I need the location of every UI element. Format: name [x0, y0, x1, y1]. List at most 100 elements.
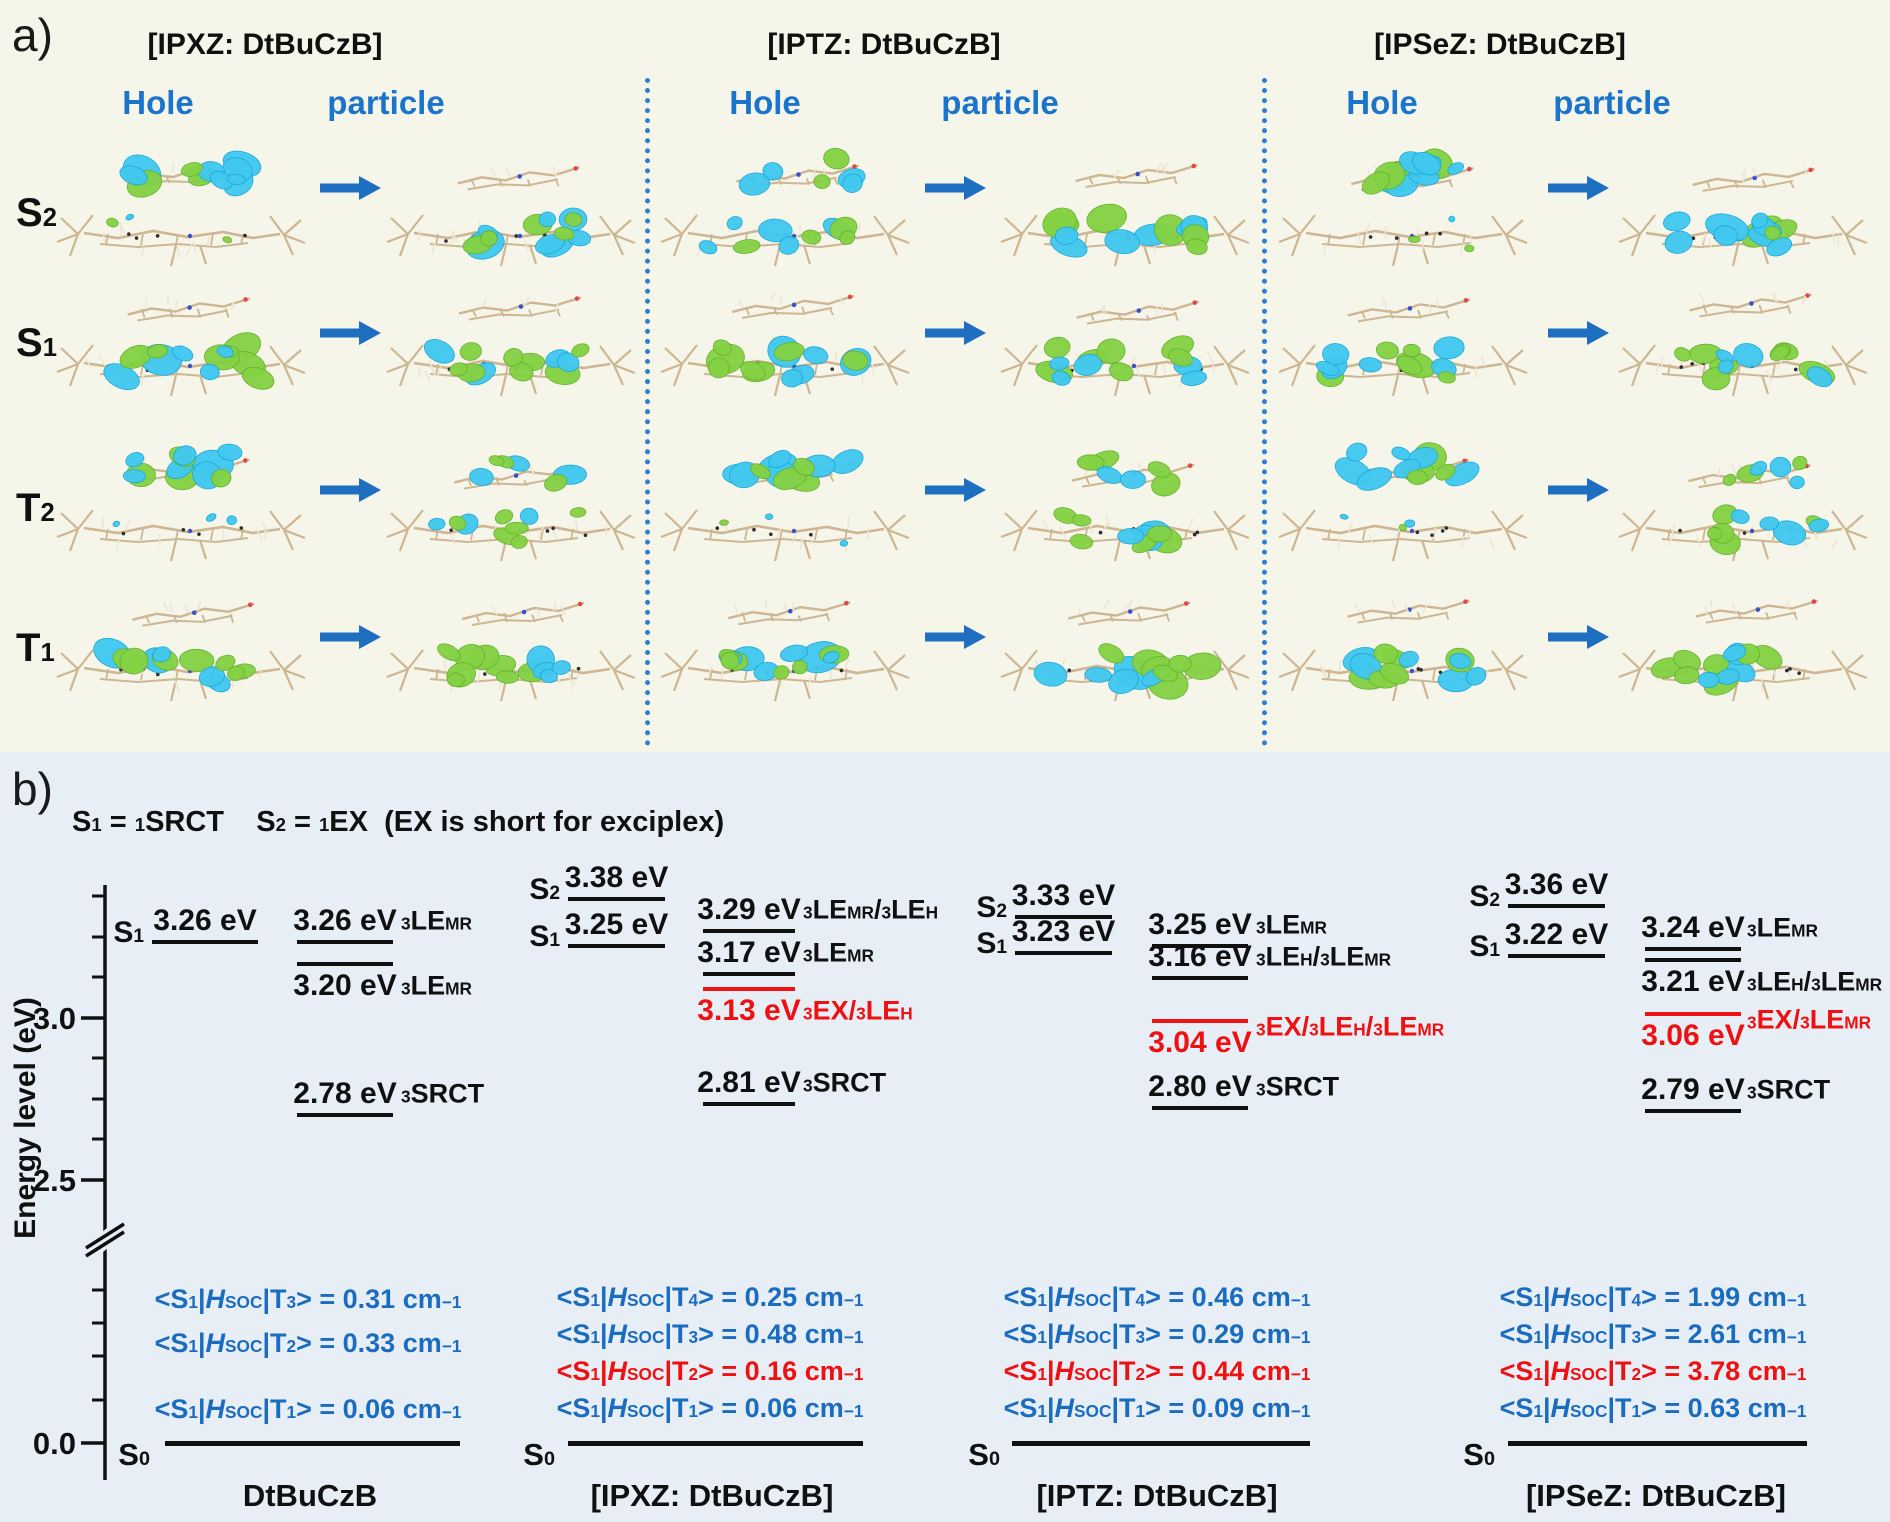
triplet-level-label: 3LEMR [401, 905, 472, 936]
transition-arrow-icon [1546, 175, 1610, 201]
triplet-level-label: 3LEH/3LEMR [1256, 941, 1392, 972]
soc-matrix-element: <S1|HSOC|T4> = 1.99 cm−1 [1499, 1282, 1807, 1312]
row-label-t2: T2 [16, 486, 55, 530]
orbital-image-s2-group3-particle [1610, 135, 1874, 290]
orbital-image-t1-group1-particle [378, 570, 642, 725]
orbital-image-s1-group3-hole [1270, 265, 1534, 420]
orbital-image-t2-group3-particle [1610, 430, 1874, 585]
orbital-image-t2-group1-hole [48, 430, 312, 585]
transition-arrow-icon [923, 477, 987, 503]
column-name-3: [IPTZ: DtBuCzB] [1036, 1478, 1278, 1513]
ground-state-label: S0 [118, 1437, 150, 1472]
singlet-level-line-S2 [1015, 915, 1112, 919]
orbital-image-t2-group3-hole [1270, 430, 1534, 585]
transition-arrow-icon [318, 175, 382, 201]
soc-matrix-element: <S1|HSOC|T2> = 0.44 cm−1 [1003, 1356, 1311, 1386]
ground-state-line [1012, 1441, 1310, 1446]
triplet-level-line [1152, 976, 1248, 980]
transition-arrow-icon [318, 477, 382, 503]
transition-arrow-icon [1546, 624, 1610, 650]
transition-arrow-icon [923, 624, 987, 650]
transition-arrow-icon [318, 624, 382, 650]
triplet-level-line [297, 1113, 393, 1117]
hole-column-label-1: Hole [122, 84, 194, 121]
singlet-level-line-S1 [568, 944, 665, 948]
singlet-level-value: 3.22 eV [1504, 918, 1609, 951]
triplet-level-line [1152, 1106, 1248, 1110]
triplet-level-label: 3LEMR [1747, 912, 1818, 943]
triplet-level-line [703, 929, 795, 933]
transition-arrow-icon [1546, 477, 1610, 503]
ground-state-label: S0 [1463, 1437, 1495, 1472]
orbital-image-t2-group2-particle [992, 430, 1256, 585]
singlet-level-line-S2 [568, 897, 665, 901]
group-divider-dotted-line [1262, 78, 1267, 746]
group-title-3: [IPSeZ: DtBuCzB] [1374, 28, 1626, 61]
triplet-level-line [1645, 947, 1741, 951]
triplet-level-label: 3SRCT [401, 1078, 485, 1109]
soc-matrix-element: <S1|HSOC|T4> = 0.25 cm−1 [556, 1282, 864, 1312]
y-tick-label-3.0: 3.0 [32, 1001, 76, 1036]
particle-column-label-2: particle [941, 84, 1059, 121]
triplet-level-line [703, 987, 795, 991]
triplet-level-label: 3LEMR [803, 937, 874, 968]
soc-matrix-element: <S1|HSOC|T1> = 0.06 cm−1 [154, 1394, 462, 1424]
orbital-image-t1-group1-hole [48, 570, 312, 725]
column-name-1: DtBuCzB [242, 1478, 378, 1513]
orbital-image-s1-group1-particle [378, 265, 642, 420]
column-name-4: [IPSeZ: DtBuCzB] [1525, 1478, 1787, 1513]
singlet-state-label: S2 [1469, 880, 1500, 913]
orbital-image-s1-group1-hole [48, 265, 312, 420]
ground-state-line [1508, 1441, 1807, 1446]
soc-matrix-element: <S1|HSOC|T1> = 0.09 cm−1 [1003, 1393, 1311, 1423]
orbital-image-s2-group1-particle [378, 135, 642, 290]
singlet-level-value: 3.33 eV [1011, 879, 1116, 912]
ground-state-label: S0 [968, 1437, 1000, 1472]
y-tick-label-0.0: 0.0 [32, 1426, 76, 1461]
orbital-image-t2-group2-hole [652, 430, 916, 585]
orbital-image-s1-group2-hole [652, 265, 916, 420]
triplet-level-label: 3EX/3LEH [803, 995, 913, 1026]
orbital-image-t2-group1-particle [378, 430, 642, 585]
soc-matrix-element: <S1|HSOC|T3> = 0.48 cm−1 [556, 1319, 864, 1349]
group-divider-dotted-line [645, 78, 650, 746]
ground-state-line [165, 1441, 460, 1446]
soc-matrix-element: <S1|HSOC|T4> = 0.46 cm−1 [1003, 1282, 1311, 1312]
transition-arrow-icon [318, 320, 382, 346]
triplet-level-value: 2.80 eV [1148, 1070, 1252, 1103]
singlet-level-line-S2 [1508, 904, 1605, 908]
hole-column-label-2: Hole [729, 84, 801, 121]
panel-a-background [0, 0, 1890, 752]
singlet-level-line-S1 [1015, 951, 1112, 955]
soc-matrix-element: <S1|HSOC|T2> = 0.16 cm−1 [556, 1356, 864, 1386]
panel-b-background [0, 752, 1890, 1522]
group-title-1: [IPXZ: DtBuCzB] [147, 28, 383, 61]
singlet-level-line-S1 [152, 940, 258, 944]
transition-arrow-icon [923, 320, 987, 346]
triplet-level-label: 3LEH/3LEMR [1747, 966, 1883, 997]
singlet-level-value: 3.36 eV [1504, 868, 1609, 901]
triplet-level-value: 3.17 eV [697, 936, 801, 969]
triplet-level-label: 3LEMR/3LEH [803, 894, 939, 925]
triplet-level-line [1645, 958, 1741, 962]
orbital-image-s2-group2-particle [992, 135, 1256, 290]
triplet-level-label: 3SRCT [1747, 1074, 1831, 1105]
triplet-level-line [297, 962, 393, 966]
soc-matrix-element: <S1|HSOC|T3> = 2.61 cm−1 [1499, 1319, 1807, 1349]
singlet-state-label: S1 [529, 920, 560, 953]
triplet-level-value: 3.24 eV [1641, 911, 1745, 944]
triplet-level-value: 2.81 eV [697, 1066, 801, 1099]
singlet-state-label: S1 [113, 916, 144, 949]
triplet-level-label: 3LEMR [1256, 909, 1327, 940]
orbital-image-t1-group3-hole [1270, 570, 1534, 725]
triplet-level-value: 2.79 eV [1641, 1073, 1745, 1106]
ground-state-line [568, 1441, 863, 1446]
triplet-level-label: 3SRCT [803, 1067, 887, 1098]
triplet-level-line [703, 1102, 795, 1106]
triplet-level-value: 3.13 eV [697, 994, 801, 1027]
triplet-level-value: 3.29 eV [697, 893, 801, 926]
singlet-level-value: 3.25 eV [564, 908, 669, 941]
triplet-level-value: 2.78 eV [293, 1077, 397, 1110]
